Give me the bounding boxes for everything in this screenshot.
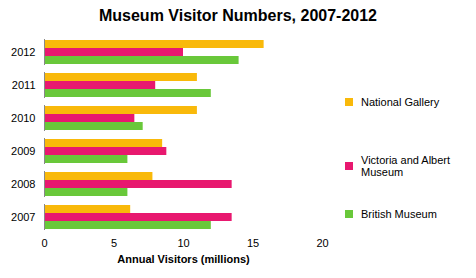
svg-text:20: 20	[316, 237, 328, 249]
html-text:Museum Visitor Numbers, 2007-2: Museum Visitor Numbers, 2007-2012	[99, 7, 377, 24]
svg-text:0: 0	[41, 237, 47, 249]
svg-text:10: 10	[177, 237, 189, 249]
svg-text:2009: 2009	[11, 145, 35, 157]
html-text:National Gallery: National Gallery	[361, 96, 440, 108]
svg-text:2012: 2012	[11, 46, 35, 58]
svg-text:2008: 2008	[11, 178, 35, 190]
svg-text:5: 5	[111, 237, 117, 249]
svg-text:2007: 2007	[11, 211, 35, 223]
svg-text:2010: 2010	[11, 112, 35, 124]
svg-text:Annual Visitors (millions): Annual Visitors (millions)	[117, 253, 250, 265]
svg-text:2011: 2011	[12, 79, 36, 91]
html-text:British Museum: British Museum	[361, 208, 437, 220]
html-text:Victoria and Albert Museum: Victoria and Albert Museum	[361, 154, 451, 178]
svg-text:15: 15	[247, 237, 259, 249]
